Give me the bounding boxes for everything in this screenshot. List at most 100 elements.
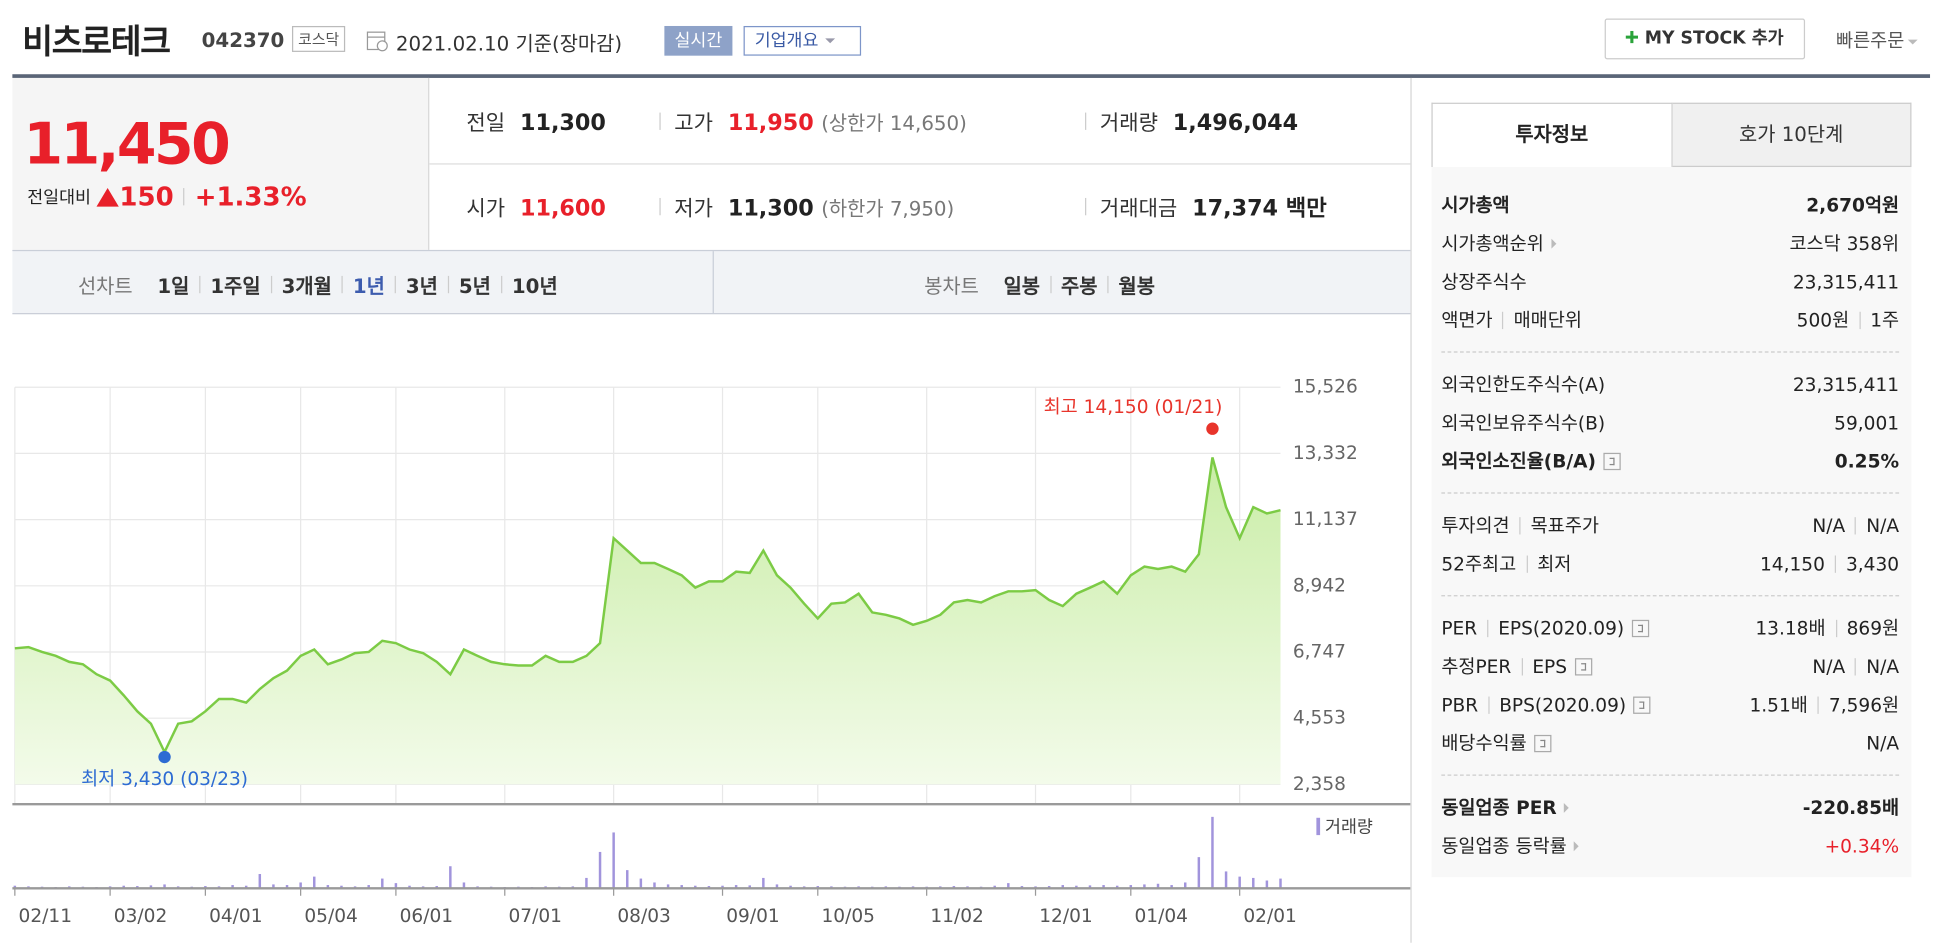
invest-row: 시가총액 2,670억원	[1441, 186, 1899, 224]
separator	[199, 275, 201, 294]
up-arrow	[95, 187, 119, 206]
row-label: 외국인한도주식수(A)	[1441, 371, 1605, 397]
y-tick-label: 11,137	[1293, 509, 1358, 530]
row-value: 23,315,411	[1793, 373, 1899, 395]
cell-value: 11,950	[727, 110, 814, 137]
invest-tab-active[interactable]: 투자정보	[1431, 102, 1673, 168]
volume-bar	[244, 885, 248, 889]
stock-code: 042370	[201, 28, 285, 52]
cell-value: 17,374 백만	[1192, 195, 1327, 222]
header-bar	[12, 74, 1931, 78]
y-tick-label: 13,332	[1293, 443, 1358, 464]
volume-bar	[1197, 857, 1201, 889]
separator	[1085, 197, 1087, 216]
invest-row: 액면가 매매단위 500원 1주	[1441, 301, 1899, 339]
separator	[447, 275, 449, 294]
separator	[1107, 275, 1109, 294]
quote-cell: 시가 11,600	[466, 191, 605, 221]
value-text: N/A	[1812, 514, 1846, 537]
separator	[1855, 516, 1857, 534]
period-tab[interactable]: 5년	[458, 274, 491, 299]
invest-tab[interactable]: 호가 10단계	[1672, 102, 1912, 168]
cell-label: 전일	[466, 111, 506, 137]
label-text: 목표주가	[1530, 514, 1599, 537]
invest-section: PER EPS(2020.09) 13.18배 869원 추정PER EPS N/A N/A P…	[1441, 595, 1900, 774]
row-label: 액면가 매매단위	[1441, 307, 1582, 333]
realtime-button[interactable]: 실시간	[664, 25, 733, 56]
period-tab[interactable]: 3년	[405, 274, 438, 299]
overview-label: 기업개요	[754, 30, 819, 51]
period-tab[interactable]: 1주일	[210, 274, 261, 299]
volume-bar	[367, 885, 370, 889]
value-text: N/A	[1866, 731, 1900, 755]
volume-bar	[680, 885, 683, 889]
row-value: N/A N/A	[1812, 655, 1899, 677]
volume-bar	[653, 882, 656, 889]
cell-note: (상한가 14,650)	[821, 111, 967, 135]
mystock-button[interactable]: MY STOCK 추가	[1604, 18, 1806, 60]
overview-button[interactable]: 기업개요	[743, 25, 862, 56]
volume-bar	[1088, 885, 1092, 889]
stock-name: 비츠로테크	[22, 23, 171, 62]
value-text: 14,150	[1759, 552, 1825, 575]
value-text: 13.18배	[1755, 617, 1826, 640]
row-value: +0.34%	[1825, 834, 1900, 856]
invest-row: 동일업종 등락률 +0.34%	[1441, 826, 1899, 864]
label-text: PBR	[1441, 693, 1479, 716]
quote-cell: 전일 11,300	[466, 105, 605, 136]
volume-bar	[1252, 877, 1255, 889]
label-text: 외국인한도주식수(A)	[1441, 373, 1606, 396]
tab-group-label: 봉차트	[924, 274, 979, 299]
label-text: 최저	[1537, 553, 1572, 576]
separator	[659, 197, 661, 216]
x-tick-label: 10/05	[822, 906, 875, 927]
extreme-label: 최저 3,430 (03/23)	[81, 769, 248, 790]
volume-bar	[666, 884, 670, 889]
value-text: 500원	[1796, 309, 1850, 332]
period-tab[interactable]: 1일	[157, 274, 190, 299]
help-icon[interactable]	[1574, 657, 1592, 675]
candle-tab[interactable]: 주봉	[1061, 274, 1098, 299]
extreme-label: 최고 14,150 (01/21)	[1044, 397, 1223, 418]
period-tab[interactable]: 1년	[352, 274, 385, 299]
cell-label: 고가	[674, 111, 713, 137]
candle-tab[interactable]: 월봉	[1118, 274, 1155, 299]
help-icon[interactable]	[1534, 734, 1552, 752]
invest-section: 투자의견 목표주가 N/A N/A 52주최고 최저 14,150 3,430	[1441, 492, 1900, 595]
candle-tab[interactable]: 일봉	[1003, 274, 1041, 299]
volume-bar	[285, 885, 289, 889]
invest-tabs: 투자정보 호가 10단계	[1431, 102, 1912, 168]
label-text: 액면가	[1441, 309, 1493, 332]
help-icon[interactable]	[1631, 619, 1649, 637]
volume-bar	[612, 832, 615, 889]
volume-bar	[1143, 884, 1146, 889]
line-chart-tabs: 선차트 1일 1주일 3개월 1년 3년 5년 10년	[78, 270, 558, 300]
volume-bar	[1129, 885, 1133, 889]
quick-order[interactable]: 빠른주문	[1836, 27, 1918, 53]
cell-value: 11,300	[727, 195, 814, 222]
invest-row: 투자의견 목표주가 N/A N/A	[1441, 506, 1899, 544]
help-icon[interactable]	[1633, 695, 1651, 714]
label-text: 매매단위	[1513, 309, 1582, 332]
row-label: PBR BPS(2020.09)	[1441, 693, 1651, 716]
volume-bar	[762, 877, 765, 889]
volume-bar	[1170, 885, 1173, 889]
price-change: 전일대비 150 +1.33%	[27, 182, 306, 212]
date: 2021.02.10	[395, 32, 510, 56]
period-tab[interactable]: 3개월	[281, 274, 332, 299]
period-tab[interactable]: 10년	[511, 274, 558, 299]
cell-label: 저가	[674, 196, 713, 222]
volume-bar	[1279, 878, 1282, 889]
volume-bar	[1115, 885, 1119, 889]
invest-row: PER EPS(2020.09) 13.18배 869원	[1441, 609, 1899, 647]
value-text: N/A	[1812, 655, 1846, 678]
label-text: 52주최고	[1441, 553, 1517, 576]
row-label: 상장주식수	[1441, 268, 1526, 294]
x-tick-label: 06/01	[400, 906, 453, 927]
row-label: 투자의견 목표주가	[1441, 512, 1599, 538]
quote-cell: 고가 11,950 (상한가 14,650)	[659, 105, 967, 137]
help-icon[interactable]	[1603, 452, 1621, 470]
value-text: 869원	[1846, 617, 1900, 640]
panel-divider	[1410, 77, 1412, 943]
